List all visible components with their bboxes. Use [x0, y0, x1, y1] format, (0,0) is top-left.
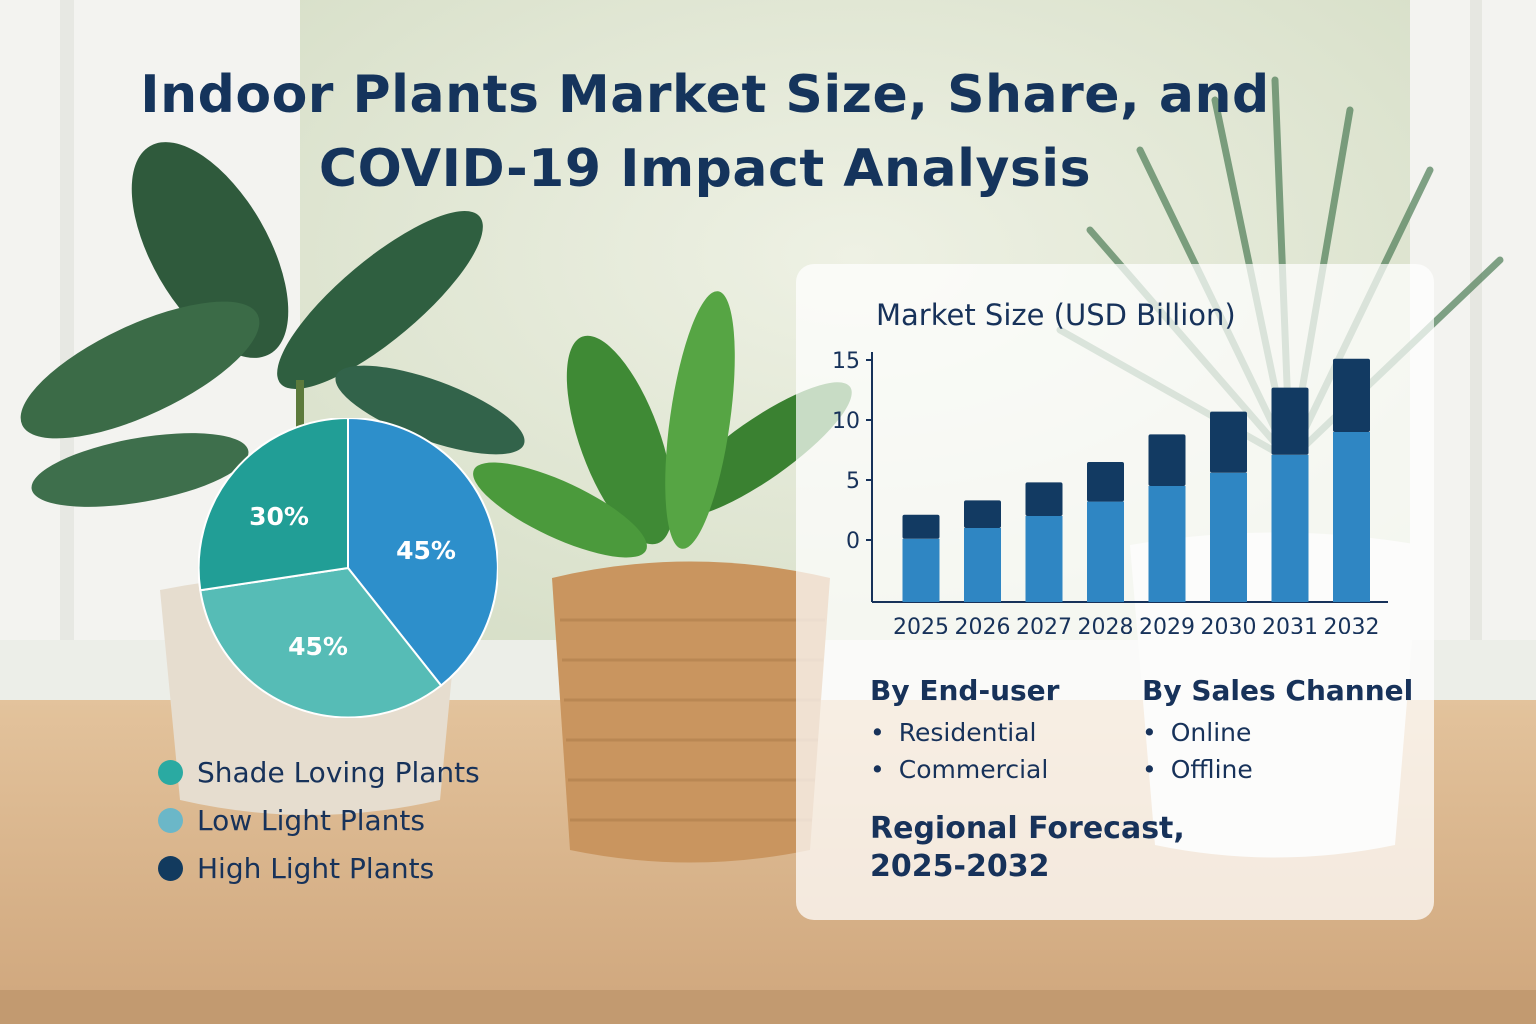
x-tick-label: 2030	[1201, 615, 1257, 634]
y-tick-label: 10	[832, 409, 860, 434]
regional-forecast-label: Regional Forecast, 2025-2032	[870, 811, 1185, 884]
pie-label-high-light: 45%	[396, 536, 456, 565]
pie-legend: Shade Loving Plants Low Light Plants Hig…	[158, 748, 480, 892]
end-user-heading: By End-user	[870, 674, 1060, 707]
sales-channel-heading: By Sales Channel	[1142, 674, 1414, 707]
bar-2032-lower	[1333, 432, 1370, 602]
legend-swatch-shade-loving	[158, 759, 183, 785]
bar-2027-lower	[1025, 516, 1063, 602]
legend-item-shade-loving: Shade Loving Plants	[158, 748, 480, 796]
legend-item-low-light: Low Light Plants	[158, 796, 480, 844]
x-tick-label: 2028	[1078, 615, 1134, 634]
bar-2027-upper	[1025, 482, 1063, 516]
bar-chart: 15 10 5 0 2025 2026 2027 2028 2029 2030 2031 2032	[832, 349, 1388, 634]
bar-2031-lower	[1271, 454, 1309, 602]
page-title: Indoor Plants Market Size, Share, and CO…	[0, 58, 1410, 206]
bar-2030-lower	[1210, 472, 1247, 602]
legend-item-high-light: High Light Plants	[158, 844, 480, 892]
sales-channel-item: Offline	[1142, 751, 1253, 788]
y-tick-label: 5	[846, 469, 860, 494]
x-tick-label: 2032	[1324, 615, 1380, 634]
pie-label-shade-loving: 30%	[249, 502, 309, 531]
bar-2025-lower	[902, 538, 940, 602]
left-plant-leaves	[20, 142, 525, 560]
sales-channel-item: Online	[1142, 714, 1253, 751]
bar-2026-upper	[964, 500, 1001, 528]
bar-2031-upper	[1271, 387, 1309, 455]
bar-2032-upper	[1333, 358, 1370, 432]
x-tick-label: 2031	[1262, 615, 1318, 634]
bar-2026-lower	[964, 528, 1001, 602]
bar-2029-upper	[1148, 434, 1186, 486]
bar-2029-lower	[1148, 486, 1186, 602]
pie-label-low-light: 45%	[288, 632, 348, 661]
title-line-1: Indoor Plants Market Size, Share, and	[140, 65, 1270, 125]
legend-swatch-high-light	[158, 855, 183, 881]
pie-chart: 45% 45% 30%	[197, 416, 499, 719]
bar-2025-upper	[902, 514, 940, 539]
x-tick-label: 2025	[893, 615, 949, 634]
sales-channel-list: Online Offline	[1142, 714, 1253, 788]
end-user-item: Commercial	[870, 751, 1049, 788]
bar-2030-upper	[1210, 411, 1247, 473]
title-line-2: COVID-19 Impact Analysis	[318, 139, 1092, 199]
legend-label-shade-loving: Shade Loving Plants	[197, 755, 480, 789]
basket-pot	[552, 561, 830, 863]
end-user-item: Residential	[870, 714, 1048, 751]
y-tick-label: 15	[832, 349, 860, 374]
legend-label-low-light: Low Light Plants	[197, 803, 425, 837]
x-tick-label: 2026	[955, 615, 1011, 634]
pie-slice-high-light	[347, 416, 499, 687]
market-info-panel: Market Size (USD Billion) 15 10 5 0 2025 2026…	[796, 264, 1434, 920]
bar-chart-title: Market Size (USD Billion)	[876, 298, 1236, 332]
end-user-list: Residential Commercial	[870, 714, 1049, 788]
x-tick-label: 2029	[1139, 615, 1195, 634]
pie-slice-shade-loving	[197, 416, 349, 592]
legend-swatch-low-light	[158, 807, 183, 833]
bar-2028-upper	[1087, 462, 1124, 502]
bar-2028-lower	[1087, 501, 1124, 602]
pie-slice-low-light	[199, 566, 443, 719]
middle-plant-leaves	[473, 291, 852, 558]
legend-label-high-light: High Light Plants	[197, 851, 435, 885]
y-tick-label: 0	[846, 529, 860, 554]
x-tick-label: 2027	[1016, 615, 1072, 634]
